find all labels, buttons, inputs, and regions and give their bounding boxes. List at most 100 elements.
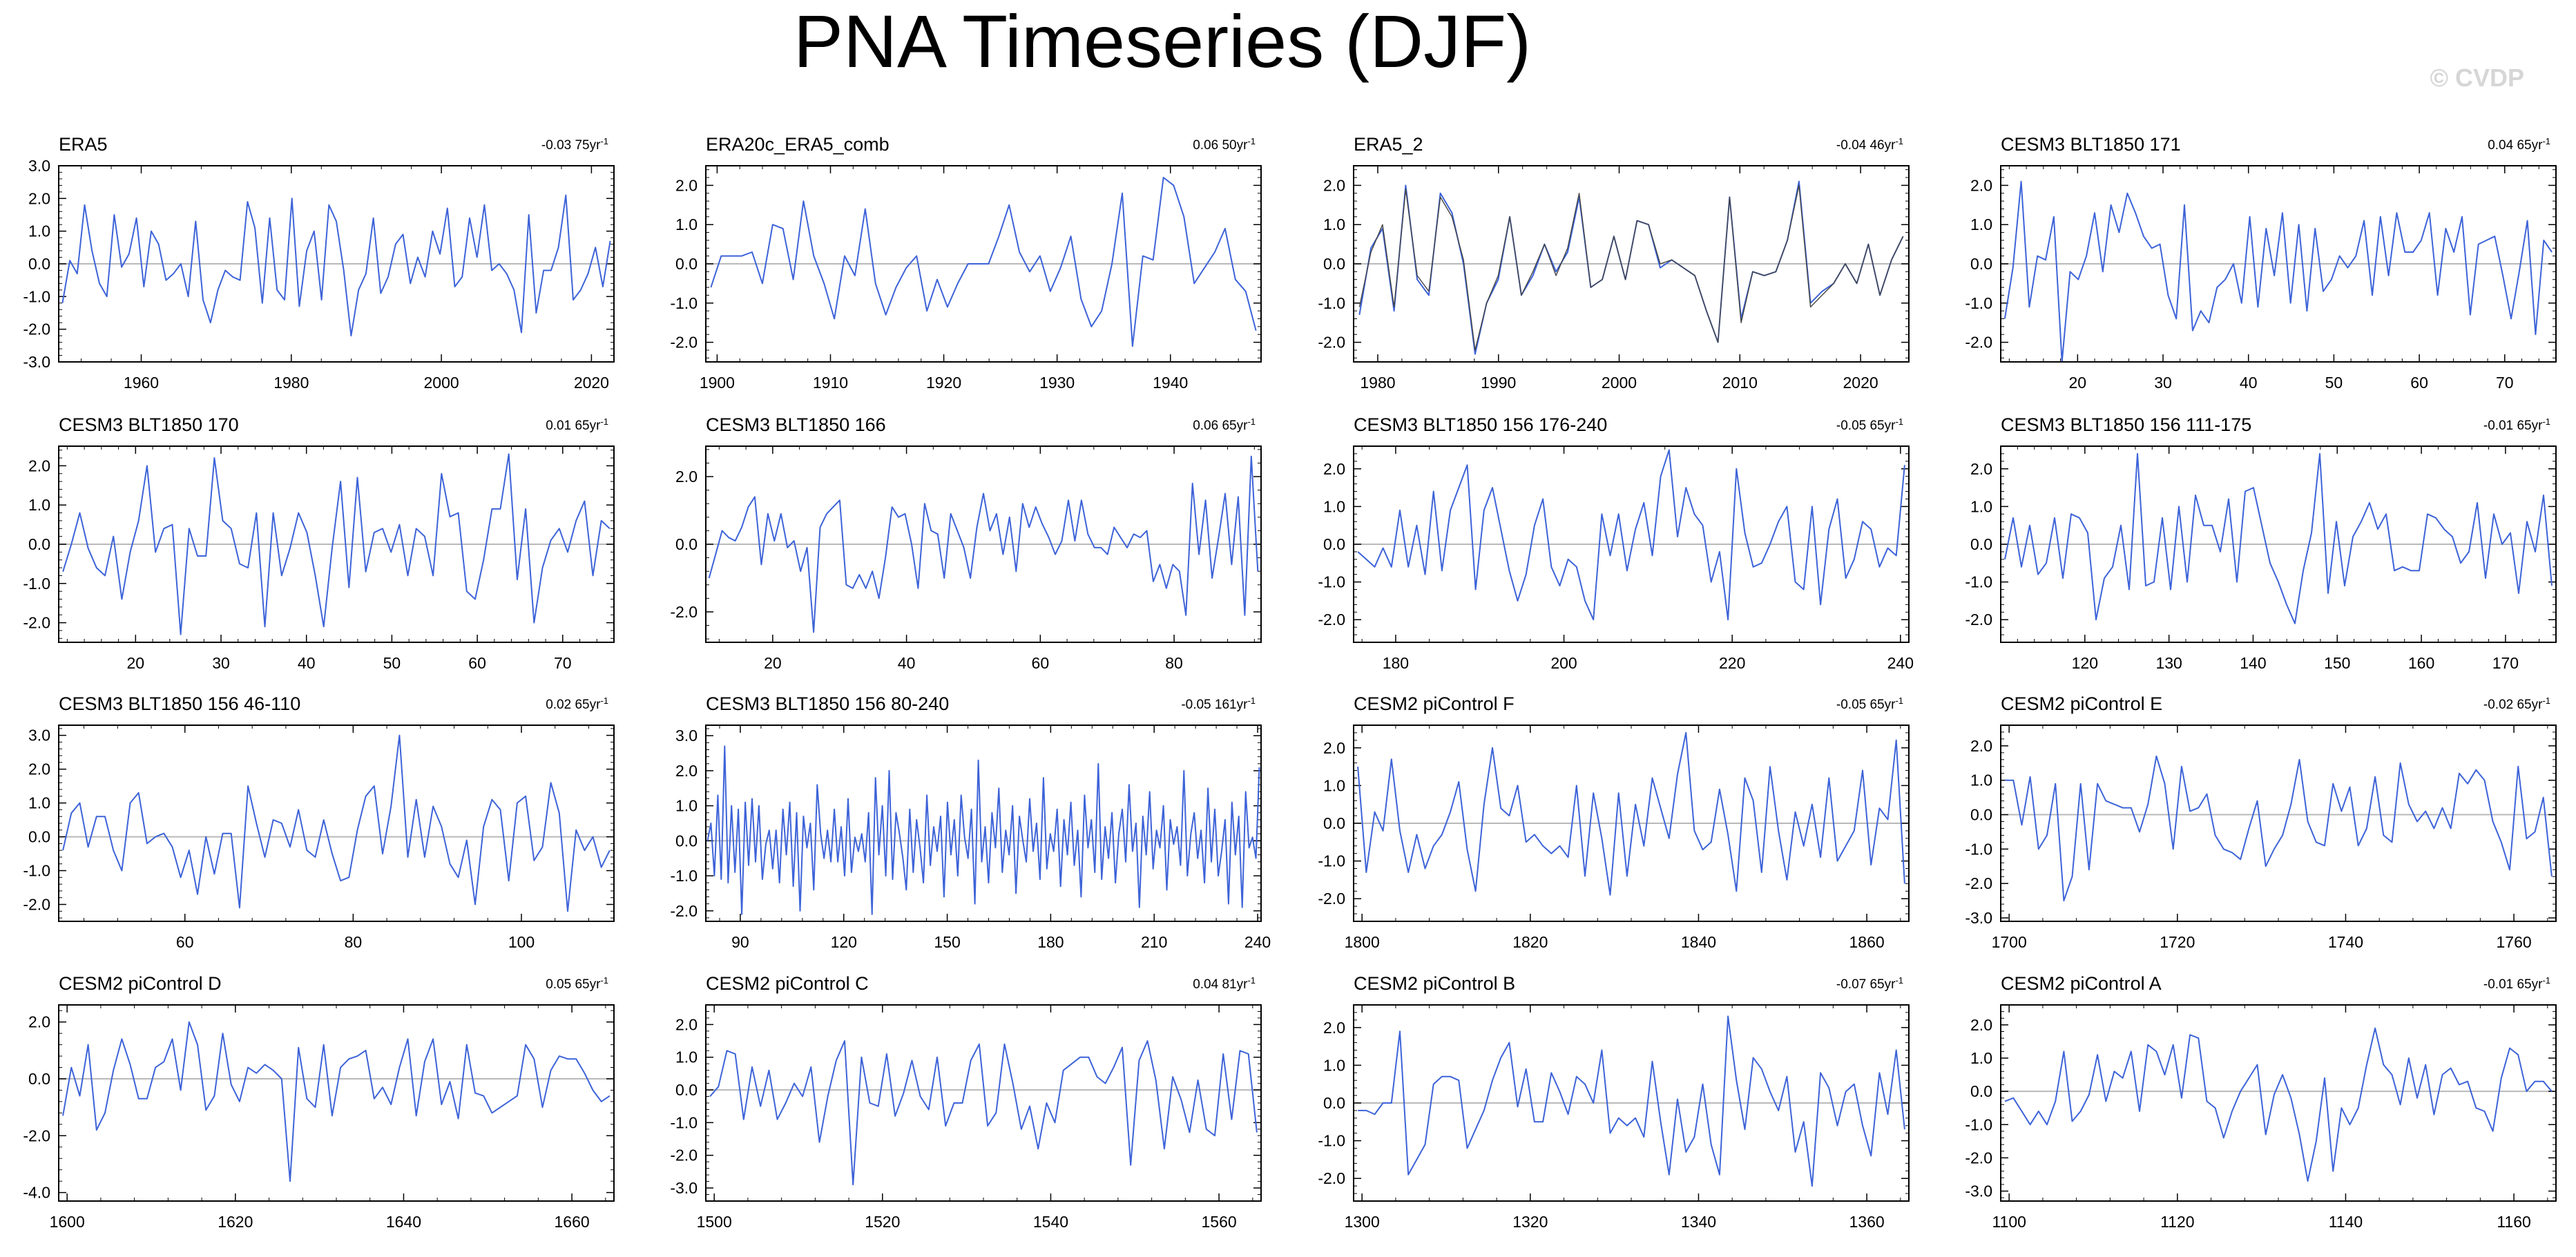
series-line <box>61 194 611 337</box>
panel-title: CESM3 BLT1850 156 111-175 <box>2001 414 2251 435</box>
series-line <box>709 1040 1258 1186</box>
y-tick-label: -3.0 <box>23 353 50 371</box>
series-line <box>1357 449 1905 621</box>
y-tick-label: -1.0 <box>670 294 698 312</box>
x-tick-label: 1740 <box>2328 933 2363 951</box>
y-tick-label: -1.0 <box>1318 1132 1345 1150</box>
y-tick-label: -3.0 <box>1965 909 1992 927</box>
y-tick-label: 2.0 <box>1323 176 1345 194</box>
panel-title: ERA5 <box>59 134 108 155</box>
plot-frame <box>1353 165 1910 363</box>
x-tick-label: 60 <box>176 933 194 951</box>
x-tick-label: 150 <box>2324 654 2350 672</box>
y-tick-label: -1.0 <box>670 1113 698 1131</box>
y-tick-label: 0.0 <box>675 832 698 850</box>
panel-9: CESM3 BLT1850 156 46-110 0.02 65yr-1 -2.0 -… <box>23 693 615 951</box>
panel-title: CESM3 BLT1850 156 176-240 <box>1354 414 1607 435</box>
x-tick-label: 40 <box>298 654 316 672</box>
y-tick-label: 2.0 <box>28 457 50 474</box>
x-tick-label: 20 <box>764 654 782 672</box>
x-tick-label: 220 <box>1719 654 1745 672</box>
x-tick-label: 60 <box>2410 374 2428 392</box>
y-tick-label: 0.0 <box>1970 255 1992 273</box>
trend-exponent: -1 <box>600 416 608 427</box>
x-tick-label: 1990 <box>1481 374 1516 392</box>
trend-exponent: -1 <box>1247 416 1256 427</box>
y-tick-label: 2.0 <box>675 1015 698 1033</box>
series-line <box>1358 1015 1905 1187</box>
y-tick-label: 1.0 <box>28 794 50 812</box>
panel-3: ERA5_2 -0.04 46yr-1 -2.0 -1.0 0.0 1.0 2.0 1980 1… <box>1318 134 1910 392</box>
y-tick-label: 3.0 <box>28 157 50 175</box>
y-tick-label: 0.0 <box>1970 535 1992 553</box>
x-tick-label: 1560 <box>1202 1213 1237 1231</box>
y-tick-label: -2.0 <box>670 334 698 352</box>
series-line <box>62 734 611 912</box>
y-tick-label: 0.0 <box>1323 535 1345 553</box>
x-tick-label: 140 <box>2240 654 2266 672</box>
plot-frame <box>2000 1004 2557 1202</box>
trend-exponent: -1 <box>600 695 608 706</box>
y-tick-label: 0.0 <box>675 1081 698 1099</box>
y-tick-label: -2.0 <box>1318 334 1345 352</box>
panel-title: CESM3 BLT1850 170 <box>59 414 239 435</box>
trend-exponent: -1 <box>600 975 608 986</box>
x-tick-label: 1540 <box>1033 1213 1068 1231</box>
x-tick-label: 170 <box>2492 654 2519 672</box>
y-tick-label: 0.0 <box>28 255 50 273</box>
y-tick-label: -1.0 <box>1318 852 1345 870</box>
y-tick-label: -1.0 <box>1965 573 1992 591</box>
x-tick-label: 70 <box>2496 374 2514 392</box>
panel-12: CESM2 piControl E -0.02 65yr-1 -3.0 -2.0 -1.… <box>1965 693 2557 951</box>
y-tick-label: 2.0 <box>1970 176 1992 194</box>
panel-16: CESM2 piControl A -0.01 65yr-1 -3.0 -2.0 -1.… <box>1965 973 2557 1231</box>
y-tick-label: 1.0 <box>1323 1056 1345 1074</box>
plot-frame <box>2000 725 2557 922</box>
x-tick-label: 30 <box>2154 374 2172 392</box>
x-tick-label: 240 <box>1887 654 1914 672</box>
x-tick-label: 1140 <box>2329 1213 2363 1231</box>
panel-5: CESM3 BLT1850 170 0.01 65yr-1 -2.0 -1.0 0.0 1… <box>23 414 615 672</box>
trend-label: -0.04 46yr-1 <box>1836 136 1903 153</box>
x-tick-label: 1910 <box>813 374 848 392</box>
x-tick-label: 1320 <box>1512 1213 1548 1231</box>
x-tick-label: 60 <box>468 654 486 672</box>
y-tick-label: -4.0 <box>23 1184 50 1202</box>
y-tick-label: 1.0 <box>1323 215 1345 233</box>
x-tick-label: 2000 <box>1602 374 1637 392</box>
x-tick-label: 1700 <box>1992 933 2027 951</box>
plot-frame <box>58 725 615 922</box>
x-tick-label: 1920 <box>926 374 961 392</box>
y-tick-label: 1.0 <box>28 496 50 514</box>
x-tick-label: 2020 <box>574 374 609 392</box>
y-tick-label: 0.0 <box>28 828 50 846</box>
x-tick-label: 1120 <box>2160 1213 2194 1231</box>
x-tick-label: 100 <box>508 933 535 951</box>
x-tick-label: 180 <box>1383 654 1409 672</box>
series-line <box>62 453 611 635</box>
trend-label: 0.04 65yr-1 <box>2488 136 2550 153</box>
panel-15: CESM2 piControl B -0.07 65yr-1 -2.0 -1.0 0.0… <box>1318 973 1910 1231</box>
y-tick-label: -1.0 <box>23 287 50 305</box>
panel-title: CESM2 piControl A <box>2001 973 2162 994</box>
trend-label: -0.01 65yr-1 <box>2483 416 2550 434</box>
x-tick-label: 1960 <box>124 374 159 392</box>
y-tick-label: 1.0 <box>1323 497 1345 515</box>
y-tick-label: -2.0 <box>23 896 50 914</box>
y-tick-label: -2.0 <box>670 902 698 920</box>
trend-label: 0.06 65yr-1 <box>1193 416 1256 434</box>
panel-title: CESM3 BLT1850 166 <box>706 414 886 435</box>
series-line <box>62 1021 611 1182</box>
trend-label: 0.05 65yr-1 <box>546 975 608 992</box>
x-tick-label: 30 <box>212 654 230 672</box>
y-tick-label: 2.0 <box>28 760 50 778</box>
trend-exponent: -1 <box>2542 136 2550 146</box>
x-tick-label: 160 <box>2408 654 2434 672</box>
panel-title: CESM2 piControl E <box>2001 693 2162 714</box>
y-tick-label: 0.0 <box>675 535 698 553</box>
x-tick-label: 150 <box>934 933 960 951</box>
trend-label: -0.05 65yr-1 <box>1836 416 1903 434</box>
y-tick-label: -2.0 <box>23 1126 50 1144</box>
trend-label: 0.04 81yr-1 <box>1193 975 1256 992</box>
